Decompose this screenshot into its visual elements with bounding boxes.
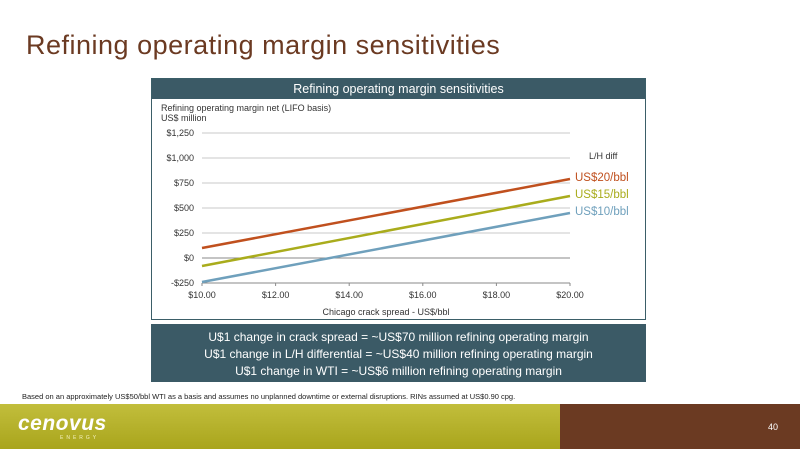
series-label: US$15/bbl [575, 189, 629, 201]
line-chart: Refining operating margin net (LIFO basi… [161, 103, 629, 317]
footer-brown-band: 40 [560, 404, 800, 449]
x-tick-label: $12.00 [262, 290, 290, 300]
y-tick-label: $0 [184, 253, 194, 263]
series-label: US$10/bbl [575, 206, 629, 218]
x-tick-label: $18.00 [483, 290, 511, 300]
series-line [201, 211, 571, 284]
series-line [201, 177, 571, 250]
slide-title: Refining operating margin sensitivities [26, 30, 501, 60]
chart-panel-header: Refining operating margin sensitivities [152, 79, 645, 99]
series-line [201, 194, 571, 268]
y-tick-label: $1,250 [166, 128, 194, 138]
y-tick-label: -$250 [171, 278, 194, 288]
y-axis-label: Refining operating margin net (LIFO basi… [161, 103, 331, 113]
legend-title: L/H diff [589, 151, 618, 161]
summary-line: U$1 change in L/H differential = ~US$40 … [204, 347, 593, 361]
chart-panel: Refining operating margin sensitivities … [151, 78, 646, 320]
cenovus-logo: cenovus [18, 412, 107, 435]
y-tick-label: $250 [174, 228, 194, 238]
x-tick-label: $14.00 [335, 290, 363, 300]
x-axis-label: Chicago crack spread - US$/bbl [322, 307, 449, 317]
x-tick-label: $16.00 [409, 290, 437, 300]
y-tick-label: $500 [174, 203, 194, 213]
summary-line: U$1 change in WTI = ~US$6 million refini… [235, 364, 562, 378]
footnote: Based on an approximately US$50/bbl WTI … [22, 392, 516, 401]
page-number: 40 [767, 422, 778, 432]
summary-line: U$1 change in crack spread = ~US$70 mill… [208, 330, 589, 344]
x-tick-label: $10.00 [188, 290, 216, 300]
series-label: US$20/bbl [575, 172, 629, 184]
sensitivity-summary-box: U$1 change in crack spread = ~US$70 mill… [151, 324, 646, 382]
footer-green-band: cenovus ENERGY [0, 404, 560, 449]
footer-bar: cenovus ENERGY 40 [0, 404, 800, 449]
y-axis-unit-label: US$ million [161, 113, 207, 123]
cenovus-logo-subtext: ENERGY [60, 435, 100, 441]
y-tick-label: $750 [174, 178, 194, 188]
y-tick-label: $1,000 [166, 153, 194, 163]
x-tick-label: $20.00 [556, 290, 584, 300]
